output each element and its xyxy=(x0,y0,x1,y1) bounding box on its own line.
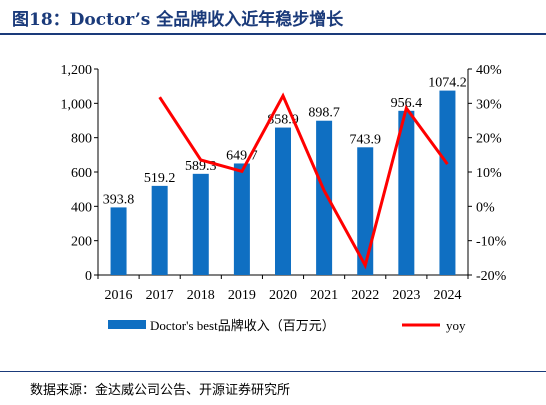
line-series xyxy=(158,92,449,270)
x-tick-label: 2016 xyxy=(105,288,133,303)
left-tick-label: 0 xyxy=(85,269,92,284)
left-tick-label: 600 xyxy=(71,166,92,181)
bar xyxy=(110,207,127,275)
x-tick-label: 2021 xyxy=(310,288,338,303)
left-tick-label: 1,200 xyxy=(61,63,93,78)
left-tick-label: 200 xyxy=(71,235,92,250)
bar-data-label: 519.2 xyxy=(144,171,176,186)
bar xyxy=(439,90,456,275)
bar-data-label: 393.8 xyxy=(103,192,135,207)
bar xyxy=(316,120,333,275)
bar xyxy=(398,110,415,276)
legend-line-label: yoy xyxy=(446,318,466,333)
footer-divider xyxy=(0,371,546,372)
figure-title: 图18：Doctor’s 全品牌收入近年稳步增长 xyxy=(12,10,344,30)
right-tick-label: 40% xyxy=(476,63,502,78)
bar-data-label: 898.7 xyxy=(308,106,340,121)
legend-bar-swatch xyxy=(108,320,146,329)
legend: Doctor's best品牌收入（百万元） yoy xyxy=(108,318,466,333)
bar xyxy=(275,127,291,275)
x-tick-label: 2024 xyxy=(433,288,461,303)
axes: 0 200 400 600 800 1,000 1,200 -20% -10% 0% 10% 20% 3… xyxy=(61,63,507,303)
right-tick-label: 20% xyxy=(476,132,502,147)
bar-data-label: 956.4 xyxy=(391,96,423,111)
bar-series xyxy=(110,90,456,276)
bar xyxy=(151,185,168,275)
bar xyxy=(233,163,250,275)
legend-bar-label: Doctor's best品牌收入（百万元） xyxy=(150,318,335,333)
left-tick-label: 1,000 xyxy=(61,97,93,112)
left-tick-label: 400 xyxy=(71,200,92,215)
right-tick-label: -20% xyxy=(476,269,507,284)
source-note: 数据来源：金达威公司公告、开源证券研究所 xyxy=(30,383,291,398)
right-tick-label: -10% xyxy=(476,235,507,250)
x-tick-label: 2022 xyxy=(351,288,379,303)
bar xyxy=(357,147,374,275)
x-tick-label: 2019 xyxy=(228,288,256,303)
chart-canvas: 0 200 400 600 800 1,000 1,200 -20% -10% 0% 10% 20% 3… xyxy=(61,63,507,333)
bar xyxy=(192,173,209,275)
bar-data-label: 1074.2 xyxy=(428,76,467,91)
title-divider xyxy=(0,33,546,35)
x-tick-label: 2017 xyxy=(146,288,174,303)
x-tick-label: 2020 xyxy=(269,288,297,303)
right-tick-label: 10% xyxy=(476,166,502,181)
right-tick-label: 30% xyxy=(476,97,502,112)
right-tick-label: 0% xyxy=(476,200,495,215)
x-tick-label: 2023 xyxy=(392,288,420,303)
left-tick-label: 800 xyxy=(71,132,92,147)
yoy-line xyxy=(158,92,449,270)
bar-data-label: 743.9 xyxy=(349,132,381,147)
x-tick-label: 2018 xyxy=(187,288,215,303)
